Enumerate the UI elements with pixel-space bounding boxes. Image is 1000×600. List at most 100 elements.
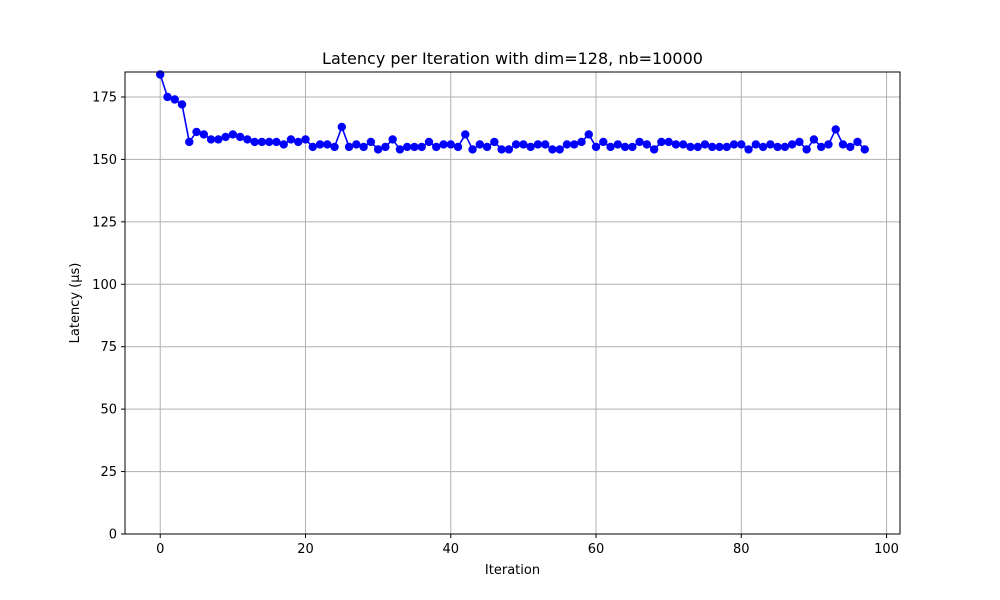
data-point bbox=[323, 140, 332, 149]
data-point bbox=[453, 142, 463, 152]
data-point bbox=[410, 142, 419, 152]
y-axis-label: Latency (μs) bbox=[68, 263, 83, 344]
data-point bbox=[279, 140, 288, 149]
data-point bbox=[802, 145, 811, 154]
data-point bbox=[708, 142, 717, 152]
data-point bbox=[402, 142, 412, 152]
data-point bbox=[635, 137, 644, 147]
data-point bbox=[853, 137, 862, 147]
data-point bbox=[649, 145, 659, 154]
data-point bbox=[737, 140, 746, 149]
y-tick-label: 175 bbox=[92, 90, 117, 105]
data-point bbox=[199, 130, 209, 139]
data-point bbox=[846, 142, 855, 152]
data-point bbox=[432, 142, 441, 152]
data-point bbox=[613, 140, 623, 149]
data-point bbox=[620, 142, 630, 152]
data-point bbox=[264, 137, 274, 147]
data-point bbox=[475, 140, 485, 149]
data-point bbox=[562, 140, 572, 149]
data-point bbox=[664, 137, 673, 147]
data-point bbox=[555, 145, 564, 154]
x-axis-label: Iteration bbox=[485, 563, 540, 578]
data-point bbox=[388, 135, 397, 144]
series-layer bbox=[156, 70, 869, 154]
data-point bbox=[395, 145, 405, 154]
data-point bbox=[482, 142, 492, 152]
y-tick-label: 100 bbox=[92, 278, 117, 293]
data-point bbox=[715, 142, 724, 152]
data-point bbox=[824, 140, 833, 149]
x-tick-label: 100 bbox=[874, 542, 899, 557]
y-tick-label: 75 bbox=[100, 340, 117, 355]
data-point bbox=[693, 142, 702, 152]
grid bbox=[125, 72, 900, 535]
chart-title: Latency per Iteration with dim=128, nb=1… bbox=[322, 49, 703, 68]
data-point bbox=[526, 142, 535, 152]
data-point bbox=[170, 95, 179, 104]
data-point bbox=[417, 142, 426, 152]
data-point bbox=[584, 130, 593, 139]
data-point bbox=[294, 137, 303, 147]
x-tick-label: 80 bbox=[733, 542, 750, 557]
data-point bbox=[490, 137, 499, 147]
data-point bbox=[838, 140, 848, 149]
data-point bbox=[330, 142, 339, 152]
data-point bbox=[599, 137, 608, 147]
data-point bbox=[250, 137, 259, 147]
x-tick-label: 0 bbox=[156, 542, 164, 557]
data-point bbox=[570, 140, 579, 149]
data-point bbox=[272, 137, 281, 147]
y-tick-label: 150 bbox=[92, 153, 117, 168]
data-point bbox=[185, 137, 194, 147]
data-point bbox=[860, 145, 869, 154]
data-point bbox=[751, 140, 761, 149]
x-tick-label: 40 bbox=[442, 542, 459, 557]
data-point bbox=[787, 140, 797, 149]
data-point bbox=[577, 137, 586, 147]
data-point bbox=[758, 142, 768, 152]
data-point bbox=[257, 137, 267, 147]
data-point bbox=[177, 100, 187, 109]
data-point bbox=[780, 142, 790, 152]
data-point bbox=[359, 142, 368, 152]
x-tick-label: 60 bbox=[588, 542, 605, 557]
data-point bbox=[352, 140, 361, 149]
data-point bbox=[381, 142, 390, 152]
data-point bbox=[831, 125, 840, 134]
data-point bbox=[722, 142, 731, 152]
data-point bbox=[729, 140, 739, 149]
data-point bbox=[591, 142, 601, 152]
data-point bbox=[657, 137, 666, 147]
data-point bbox=[214, 135, 223, 144]
data-point bbox=[809, 135, 819, 144]
data-point bbox=[628, 142, 637, 152]
data-point bbox=[192, 127, 201, 137]
data-point bbox=[315, 140, 325, 149]
data-point bbox=[373, 145, 383, 154]
data-point bbox=[533, 140, 543, 149]
data-point bbox=[468, 145, 477, 154]
data-point bbox=[286, 135, 296, 144]
data-point bbox=[773, 142, 782, 152]
data-point bbox=[446, 140, 455, 149]
plot-frame bbox=[124, 71, 901, 535]
ticks: 0 20 40 60 80 100 0 25 50 75 100 125 150 175 bbox=[92, 90, 899, 557]
data-point bbox=[671, 140, 681, 149]
data-point bbox=[504, 145, 514, 154]
data-point bbox=[308, 142, 317, 152]
data-point bbox=[461, 130, 470, 139]
data-point bbox=[511, 140, 521, 149]
data-point bbox=[700, 140, 710, 149]
data-point bbox=[766, 140, 775, 149]
data-point bbox=[497, 145, 506, 154]
data-point bbox=[540, 140, 550, 149]
data-point bbox=[301, 135, 310, 144]
data-point bbox=[795, 137, 804, 147]
y-tick-label: 125 bbox=[92, 215, 117, 230]
data-point bbox=[439, 140, 448, 149]
data-point bbox=[642, 140, 652, 149]
data-point bbox=[606, 142, 615, 152]
data-point bbox=[337, 122, 347, 132]
